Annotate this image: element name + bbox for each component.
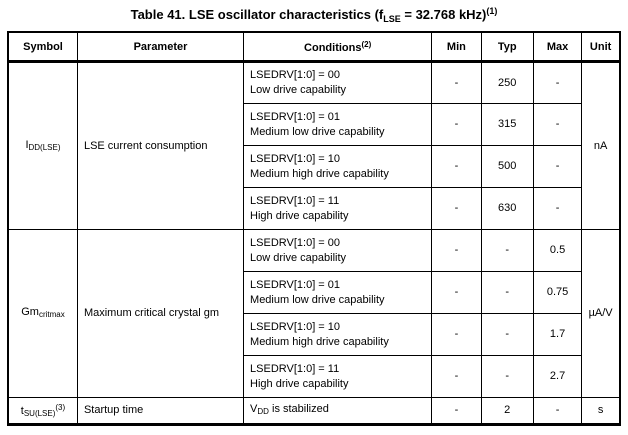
typ-cell: 2 [480, 397, 534, 425]
condition-line1: LSEDRV[1:0] = 01 [250, 278, 341, 291]
parameter-cell: Startup time [76, 397, 245, 425]
table-row: Gmcritmax Maximum critical crystal gm LS… [7, 229, 621, 398]
symbol-subscript: critmax [38, 310, 65, 319]
condition-line1: LSEDRV[1:0] = 10 [250, 152, 341, 165]
max-cell: 2.7 [532, 355, 583, 398]
max-cell: - [532, 61, 583, 104]
symbol-footnote-ref: (3) [55, 403, 66, 412]
condition-line2: High drive capability [250, 377, 349, 390]
condition-line2: Low drive capability [250, 84, 347, 96]
condition-cell: LSEDRV[1:0] = 11 High drive capability [243, 187, 433, 230]
table-row: LSEDRV[1:0] = 01 Medium low drive capabi… [8, 103, 620, 146]
max-cell: - [532, 187, 583, 230]
condition-cell: LSEDRV[1:0] = 00 Low drive capability [243, 229, 433, 272]
table-row: IDD(LSE) LSE current consumption LSEDRV[… [7, 61, 621, 230]
table-title: Table 41. LSE oscillator characteristics… [0, 0, 628, 24]
col-header-symbol: Symbol [7, 31, 78, 63]
table-title-footnote-ref: (1) [486, 6, 498, 16]
condition-line1: LSEDRV[1:0] = 10 [250, 320, 341, 333]
max-cell: - [532, 103, 583, 146]
min-cell: - [431, 313, 482, 356]
condition-line1: LSEDRV[1:0] = 00 [250, 236, 341, 249]
condition-cell: LSEDRV[1:0] = 01 Medium low drive capabi… [243, 103, 433, 146]
condition-text: is stabilized [268, 403, 329, 415]
col-header-min: Min [431, 31, 482, 63]
condition-line2: Medium high drive capability [250, 335, 389, 348]
symbol-cell-gm-critmax: Gmcritmax [7, 229, 78, 398]
col-header-unit: Unit [581, 31, 621, 63]
symbol-cell-tsu-lse: tSU(LSE)(3) [7, 397, 78, 425]
condition-cell: LSEDRV[1:0] = 11 High drive capability [243, 355, 433, 398]
min-cell: - [431, 187, 482, 230]
symbol-base: t [20, 405, 24, 417]
table-row: LSEDRV[1:0] = 11 High drive capability -… [8, 187, 620, 230]
condition-line1: LSEDRV[1:0] = 11 [250, 362, 340, 375]
condition-cell: LSEDRV[1:0] = 00 Low drive capability [243, 61, 433, 104]
typ-cell: - [480, 355, 534, 398]
min-cell: - [431, 61, 482, 104]
symbol-cell-idd-lse: IDD(LSE) [7, 61, 78, 230]
condition-line1: LSEDRV[1:0] = 01 [250, 110, 341, 123]
table-row: LSEDRV[1:0] = 10 Medium high drive capab… [8, 313, 620, 356]
condition-text: V [250, 403, 258, 415]
symbol-base: I [25, 138, 29, 151]
col-header-max: Max [532, 31, 583, 63]
symbol-subscript: SU(LSE) [23, 409, 56, 418]
max-cell: - [532, 397, 583, 425]
min-cell: - [431, 355, 482, 398]
condition-cell: LSEDRV[1:0] = 10 Medium high drive capab… [243, 145, 433, 188]
unit-cell: µA/V [581, 229, 621, 398]
min-cell: - [431, 397, 482, 425]
condition-line2: High drive capability [250, 209, 349, 222]
conditions-footnote-ref: (2) [361, 39, 372, 49]
table-row: LSEDRV[1:0] = 10 Medium high drive capab… [8, 145, 620, 188]
typ-cell: - [480, 271, 534, 314]
symbol-base: Gm [21, 306, 39, 318]
table-row: tSU(LSE)(3) Startup time VDD is stabiliz… [7, 397, 621, 425]
condition-line1: LSEDRV[1:0] = 00 [250, 69, 341, 81]
max-cell: - [532, 145, 583, 188]
typ-cell: 500 [480, 145, 534, 188]
condition-line2: Medium high drive capability [250, 167, 389, 180]
unit-cell: s [581, 397, 621, 425]
max-cell: 0.5 [532, 229, 583, 272]
col-header-parameter: Parameter [76, 31, 245, 63]
parameter-cell: Maximum critical crystal gm [76, 229, 245, 398]
typ-cell: - [480, 313, 534, 356]
col-header-conditions: Conditions(2) [243, 31, 433, 63]
unit-cell: nA [581, 61, 621, 230]
typ-cell: - [480, 229, 534, 272]
parameter-cell: LSE current consumption [76, 61, 245, 230]
condition-cell: LSEDRV[1:0] = 10 Medium high drive capab… [243, 313, 433, 356]
symbol-subscript: DD(LSE) [28, 142, 61, 152]
col-header-typ: Typ [480, 31, 534, 63]
condition-cell: LSEDRV[1:0] = 01 Medium low drive capabi… [243, 271, 433, 314]
table-row: LSEDRV[1:0] = 11 High drive capability -… [8, 355, 620, 398]
typ-cell: 315 [480, 103, 534, 146]
col-header-conditions-text: Conditions [304, 41, 362, 54]
typ-cell: 250 [480, 61, 534, 104]
typ-cell: 630 [480, 187, 534, 230]
condition-line2: Medium low drive capability [250, 293, 385, 306]
table-title-suffix: = 32.768 kHz) [400, 7, 487, 22]
min-cell: - [431, 271, 482, 314]
max-cell: 1.7 [532, 313, 583, 356]
table-title-subscript: LSE [383, 14, 401, 24]
min-cell: - [431, 103, 482, 146]
condition-line2: Low drive capability [250, 251, 347, 264]
condition-subscript: DD [257, 407, 269, 416]
header-row: Symbol Parameter Conditions(2) Min Typ M… [7, 31, 621, 63]
condition-line1: LSEDRV[1:0] = 11 [250, 194, 340, 207]
condition-cell: VDD is stabilized [243, 397, 433, 425]
table-title-text: Table 41. LSE oscillator characteristics… [130, 7, 384, 22]
lse-oscillator-characteristics-table: Symbol Parameter Conditions(2) Min Typ M… [7, 31, 621, 426]
min-cell: - [431, 229, 482, 272]
max-cell: 0.75 [532, 271, 583, 314]
condition-line2: Medium low drive capability [250, 125, 385, 138]
min-cell: - [431, 145, 482, 188]
